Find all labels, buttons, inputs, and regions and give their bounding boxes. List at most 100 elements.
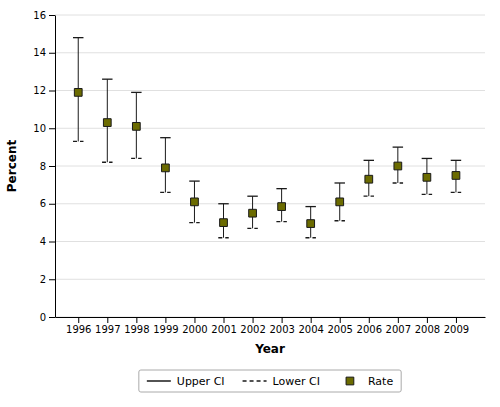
- tick-label: 2: [40, 274, 46, 285]
- ci-cap: [305, 206, 315, 207]
- ci-cap: [276, 188, 286, 189]
- legend-item: Lower CI: [243, 375, 320, 388]
- point: [220, 219, 228, 227]
- tick: 6: [40, 198, 55, 209]
- tick-mark: [456, 317, 457, 323]
- tick: 0: [40, 312, 55, 323]
- point: [336, 198, 344, 206]
- y-axis-line: [55, 16, 56, 318]
- tick-label: 0: [40, 312, 46, 323]
- ci-cap: [247, 228, 257, 229]
- ci-cap: [218, 237, 228, 238]
- grid-line: [55, 317, 485, 318]
- tick-mark: [49, 317, 55, 318]
- tick: 2005: [328, 317, 353, 335]
- tick-label: 16: [33, 10, 46, 21]
- ci-cap: [189, 222, 199, 223]
- tick: 4: [40, 236, 55, 247]
- ci-cap: [131, 92, 141, 93]
- tick-label: 2008: [415, 324, 440, 335]
- grid-line: [55, 166, 485, 167]
- grid-line: [55, 90, 485, 91]
- tick-mark: [427, 317, 428, 323]
- tick: 16: [33, 10, 55, 21]
- tick-label: 10: [33, 123, 46, 134]
- legend-item: Rate: [346, 375, 393, 388]
- legend-label: Lower CI: [273, 375, 320, 388]
- tick-label: 8: [40, 161, 46, 172]
- ci-cap: [451, 192, 461, 193]
- tick: 2004: [298, 317, 323, 335]
- ci-cap: [73, 37, 83, 38]
- grid: [55, 15, 485, 317]
- tick-label: 2009: [444, 324, 469, 335]
- point: [423, 173, 431, 181]
- tick: 2009: [444, 317, 469, 335]
- tick-mark: [194, 317, 195, 323]
- tick-mark: [165, 317, 166, 323]
- ci-lines: [78, 38, 456, 238]
- ci-cap: [451, 160, 461, 161]
- legend-item: Upper CI: [147, 375, 225, 388]
- ci-cap: [305, 237, 315, 238]
- tick: 2000: [182, 317, 207, 335]
- tick-label: 2000: [182, 324, 207, 335]
- tick-label: 1997: [95, 324, 120, 335]
- x-axis-line: [56, 317, 486, 318]
- ci-cap: [364, 196, 374, 197]
- point: [162, 164, 170, 172]
- tick: 2002: [240, 317, 265, 335]
- tick-label: 4: [40, 236, 46, 247]
- y-axis: 0 2 4 6 8 10 12 14 16: [33, 10, 55, 323]
- x-axis-title: Year: [254, 342, 285, 356]
- tick-mark: [340, 317, 341, 323]
- ci-cap: [102, 79, 112, 80]
- tick: 2003: [269, 317, 294, 335]
- tick: 1999: [153, 317, 178, 335]
- grid-line: [55, 279, 485, 280]
- grid-line: [55, 128, 485, 129]
- point: [132, 122, 140, 130]
- tick: 2006: [357, 317, 382, 335]
- point: [278, 203, 286, 211]
- tick-mark: [49, 242, 55, 243]
- tick: 2008: [415, 317, 440, 335]
- chart-container: 1996199719981999200020012002200320042005…: [0, 0, 500, 407]
- y-axis-title: Percent: [5, 140, 19, 193]
- tick-label: 12: [33, 85, 46, 96]
- ci-cap: [364, 160, 374, 161]
- tick: 1997: [95, 317, 120, 335]
- grid-line: [55, 203, 485, 204]
- ci-cap: [160, 192, 170, 193]
- series: [73, 141, 461, 237]
- plot-area: 1996199719981999200020012002200320042005…: [33, 10, 485, 335]
- tick-mark: [136, 317, 137, 323]
- grid-line: [55, 52, 485, 53]
- tick-mark: [224, 317, 225, 323]
- ci-cap: [393, 182, 403, 183]
- ci-cap: [73, 141, 83, 142]
- tick: 14: [33, 47, 55, 58]
- tick-mark: [49, 128, 55, 129]
- marks: [73, 38, 461, 238]
- legend: Upper CI Lower CI Rate: [139, 370, 401, 392]
- tick: 2007: [386, 317, 411, 335]
- ci-cap: [189, 180, 199, 181]
- point: [365, 175, 373, 183]
- series: [74, 89, 459, 228]
- legend-label: Upper CI: [177, 375, 225, 388]
- point: [74, 89, 82, 97]
- tick-mark: [78, 317, 79, 323]
- tick-label: 2004: [298, 324, 323, 335]
- tick: 10: [33, 123, 55, 134]
- tick-label: 2003: [269, 324, 294, 335]
- legend-label: Rate: [368, 375, 393, 388]
- tick-label: 1998: [124, 324, 149, 335]
- point: [307, 220, 315, 228]
- tick-label: 2002: [240, 324, 265, 335]
- tick-label: 2007: [386, 324, 411, 335]
- legend-swatch: [147, 380, 171, 382]
- tick: 2001: [211, 317, 236, 335]
- point: [191, 198, 199, 206]
- tick-mark: [253, 317, 254, 323]
